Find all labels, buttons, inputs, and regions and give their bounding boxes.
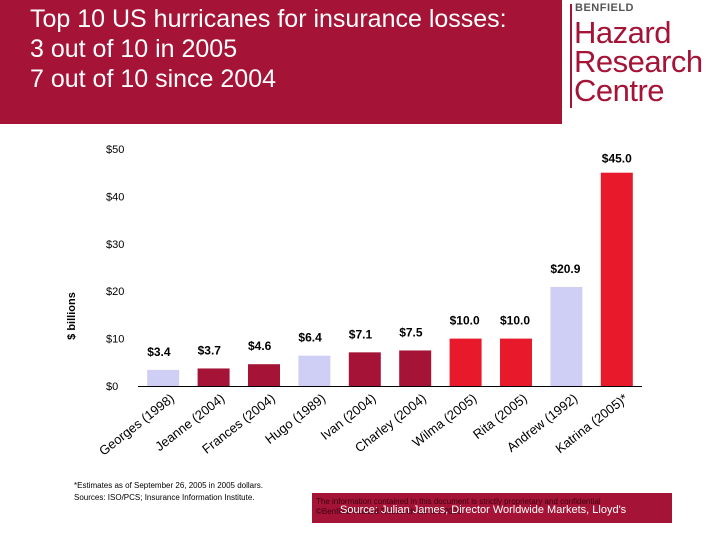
title-banner: Top 10 US hurricanes for insurance losse… — [0, 0, 562, 124]
logo-word-centre: Centre — [574, 73, 665, 108]
benfield-logo: BENFIELD Hazard Research Centre — [562, 0, 720, 124]
y-tick-label: $50 — [106, 144, 124, 156]
title-line-3: 7 out of 10 since 2004 — [30, 65, 277, 93]
bar — [348, 352, 381, 386]
title-line-2: 3 out of 10 in 2005 — [30, 35, 238, 63]
y-tick-label: $0 — [106, 381, 118, 393]
bar — [298, 355, 331, 386]
disclaimer-line-1: The information contained in this docume… — [316, 497, 601, 506]
disclaimer: The information contained in this docume… — [316, 497, 601, 517]
footnote-line-2: Sources: ISO/PCS; Insurance Information … — [74, 493, 255, 502]
footnote-line-1: *Estimates as of September 26, 2005 in 2… — [74, 481, 263, 490]
data-label: $10.0 — [450, 314, 480, 328]
data-label: $7.5 — [399, 325, 423, 339]
data-label: $20.9 — [550, 262, 580, 276]
bar — [399, 350, 432, 386]
bar — [500, 338, 532, 386]
data-label: $6.4 — [298, 331, 322, 345]
title-line-1: Top 10 US hurricanes for insurance losse… — [30, 5, 507, 33]
footnote: *Estimates as of September 26, 2005 in 2… — [74, 480, 263, 504]
bar — [248, 364, 280, 386]
source-credit: Source: Julian James, Director Worldwide… — [340, 504, 627, 516]
logo-company: BENFIELD — [575, 2, 634, 14]
y-tick-label: $30 — [106, 239, 124, 251]
logo-rule — [570, 4, 572, 108]
data-label: $3.7 — [198, 343, 222, 357]
data-label: $3.4 — [147, 345, 171, 359]
bar — [600, 172, 633, 386]
data-label: $45.0 — [602, 152, 632, 166]
bar — [197, 368, 230, 386]
logo-word-research: Research — [574, 44, 703, 79]
y-tick-label: $40 — [106, 191, 124, 203]
y-axis-label: $ billions — [66, 292, 78, 340]
data-label: $10.0 — [500, 314, 530, 328]
footer-banner — [312, 493, 672, 523]
bar — [147, 369, 180, 386]
y-tick-label: $20 — [106, 286, 124, 298]
bar — [449, 338, 482, 386]
bar — [550, 286, 583, 386]
y-tick-label: $10 — [106, 334, 124, 346]
data-label: $4.6 — [248, 339, 272, 353]
logo-word-hazard: Hazard — [574, 15, 671, 50]
data-label: $7.1 — [349, 327, 373, 341]
disclaimer-line-2: ©Benfield Hazard Research Centre 2005 — [316, 507, 462, 516]
